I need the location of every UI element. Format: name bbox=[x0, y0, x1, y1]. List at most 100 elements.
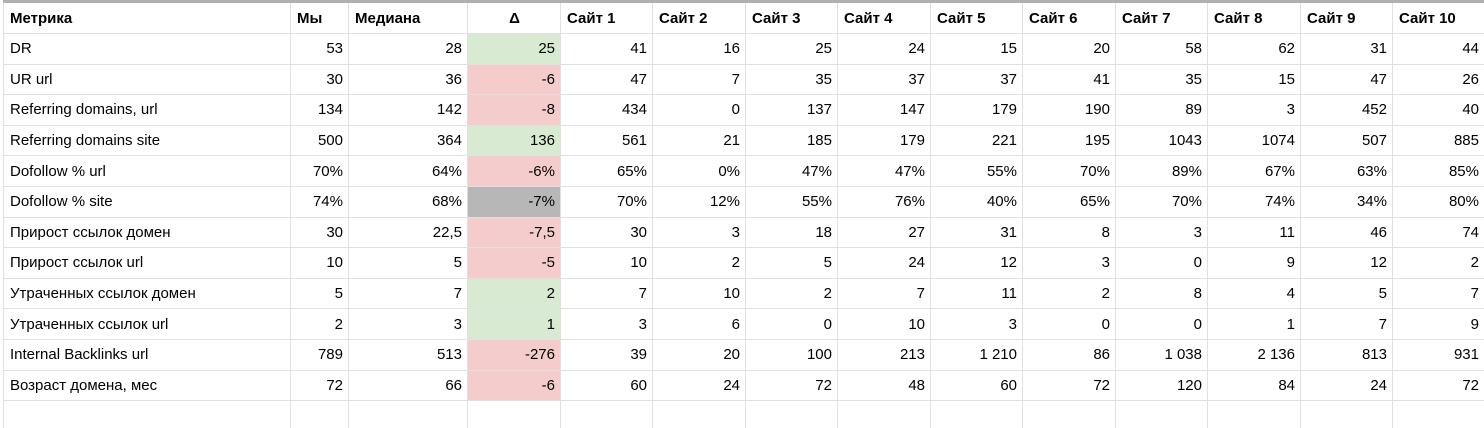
site8-value-cell[interactable]: 3 bbox=[1207, 94, 1301, 126]
site1-value-cell[interactable]: 7 bbox=[560, 277, 653, 310]
site10-value-cell[interactable]: 7 bbox=[1392, 277, 1484, 310]
site9-value-cell[interactable]: 46 bbox=[1300, 216, 1393, 249]
site6-value-cell[interactable]: 2 bbox=[1022, 277, 1116, 310]
site8-value-cell[interactable]: 1074 bbox=[1207, 124, 1301, 157]
site1-value-cell[interactable]: 3 bbox=[560, 308, 653, 340]
site1-value-cell[interactable]: 65% bbox=[560, 155, 653, 187]
site2-value-cell[interactable]: 0% bbox=[652, 155, 746, 187]
site3-value-cell[interactable]: 47% bbox=[745, 155, 838, 187]
site7-value-cell[interactable]: 35 bbox=[1115, 63, 1208, 96]
site5-value-cell[interactable]: 40% bbox=[930, 185, 1023, 218]
site8-value-cell[interactable]: 74% bbox=[1207, 185, 1301, 218]
site1-value-cell[interactable]: 561 bbox=[560, 124, 653, 157]
site2-value-cell[interactable]: 10 bbox=[652, 277, 746, 310]
site10-value-cell[interactable]: 40 bbox=[1392, 94, 1484, 126]
site3-value-cell[interactable]: 35 bbox=[745, 63, 838, 96]
site5-value-cell[interactable]: 15 bbox=[930, 33, 1023, 65]
site6-value-cell[interactable]: 86 bbox=[1022, 338, 1116, 371]
header-cell-median[interactable]: Медиана bbox=[348, 0, 468, 34]
site3-value-cell[interactable]: 100 bbox=[745, 338, 838, 371]
median-value-cell[interactable]: 3 bbox=[348, 308, 468, 340]
site6-value-cell[interactable]: 41 bbox=[1022, 63, 1116, 96]
site7-value-cell[interactable]: 1043 bbox=[1115, 124, 1208, 157]
we-value-cell[interactable]: 53 bbox=[290, 33, 349, 65]
delta-value-cell[interactable]: -7% bbox=[467, 185, 561, 218]
delta-value-cell[interactable]: -6 bbox=[467, 369, 561, 402]
site4-value-cell[interactable]: 47% bbox=[837, 155, 931, 187]
empty-cell[interactable] bbox=[1300, 400, 1393, 428]
site1-value-cell[interactable]: 434 bbox=[560, 94, 653, 126]
site3-value-cell[interactable]: 72 bbox=[745, 369, 838, 402]
site3-value-cell[interactable]: 25 bbox=[745, 33, 838, 65]
median-value-cell[interactable]: 7 bbox=[348, 277, 468, 310]
site9-value-cell[interactable]: 5 bbox=[1300, 277, 1393, 310]
we-value-cell[interactable]: 2 bbox=[290, 308, 349, 340]
site1-value-cell[interactable]: 39 bbox=[560, 338, 653, 371]
site3-value-cell[interactable]: 55% bbox=[745, 185, 838, 218]
site4-value-cell[interactable]: 24 bbox=[837, 33, 931, 65]
metric-name-cell[interactable]: Dofollow % site bbox=[3, 185, 291, 218]
site7-value-cell[interactable]: 89% bbox=[1115, 155, 1208, 187]
site4-value-cell[interactable]: 179 bbox=[837, 124, 931, 157]
we-value-cell[interactable]: 74% bbox=[290, 185, 349, 218]
delta-value-cell[interactable]: 25 bbox=[467, 33, 561, 65]
site4-value-cell[interactable]: 37 bbox=[837, 63, 931, 96]
site3-value-cell[interactable]: 2 bbox=[745, 277, 838, 310]
site5-value-cell[interactable]: 31 bbox=[930, 216, 1023, 249]
site4-value-cell[interactable]: 10 bbox=[837, 308, 931, 340]
site4-value-cell[interactable]: 27 bbox=[837, 216, 931, 249]
site3-value-cell[interactable]: 137 bbox=[745, 94, 838, 126]
site9-value-cell[interactable]: 7 bbox=[1300, 308, 1393, 340]
header-cell-site8[interactable]: Сайт 8 bbox=[1207, 0, 1301, 34]
site2-value-cell[interactable]: 2 bbox=[652, 247, 746, 279]
median-value-cell[interactable]: 64% bbox=[348, 155, 468, 187]
site6-value-cell[interactable]: 195 bbox=[1022, 124, 1116, 157]
site9-value-cell[interactable]: 12 bbox=[1300, 247, 1393, 279]
header-cell-label[interactable]: Метрика bbox=[3, 0, 291, 34]
site8-value-cell[interactable]: 1 bbox=[1207, 308, 1301, 340]
delta-value-cell[interactable]: -276 bbox=[467, 338, 561, 371]
metric-name-cell[interactable]: Возраст домена, мес bbox=[3, 369, 291, 402]
site8-value-cell[interactable]: 15 bbox=[1207, 63, 1301, 96]
site6-value-cell[interactable]: 190 bbox=[1022, 94, 1116, 126]
site7-value-cell[interactable]: 89 bbox=[1115, 94, 1208, 126]
site5-value-cell[interactable]: 11 bbox=[930, 277, 1023, 310]
we-value-cell[interactable]: 134 bbox=[290, 94, 349, 126]
site8-value-cell[interactable]: 11 bbox=[1207, 216, 1301, 249]
site6-value-cell[interactable]: 70% bbox=[1022, 155, 1116, 187]
we-value-cell[interactable]: 5 bbox=[290, 277, 349, 310]
site2-value-cell[interactable]: 20 bbox=[652, 338, 746, 371]
site2-value-cell[interactable]: 16 bbox=[652, 33, 746, 65]
median-value-cell[interactable]: 364 bbox=[348, 124, 468, 157]
delta-value-cell[interactable]: 2 bbox=[467, 277, 561, 310]
we-value-cell[interactable]: 70% bbox=[290, 155, 349, 187]
site9-value-cell[interactable]: 24 bbox=[1300, 369, 1393, 402]
site5-value-cell[interactable]: 12 bbox=[930, 247, 1023, 279]
delta-value-cell[interactable]: 1 bbox=[467, 308, 561, 340]
site3-value-cell[interactable]: 185 bbox=[745, 124, 838, 157]
we-value-cell[interactable]: 30 bbox=[290, 216, 349, 249]
site6-value-cell[interactable]: 20 bbox=[1022, 33, 1116, 65]
site10-value-cell[interactable]: 931 bbox=[1392, 338, 1484, 371]
site2-value-cell[interactable]: 21 bbox=[652, 124, 746, 157]
site7-value-cell[interactable]: 70% bbox=[1115, 185, 1208, 218]
site2-value-cell[interactable]: 7 bbox=[652, 63, 746, 96]
header-cell-site2[interactable]: Сайт 2 bbox=[652, 0, 746, 34]
site4-value-cell[interactable]: 76% bbox=[837, 185, 931, 218]
site5-value-cell[interactable]: 37 bbox=[930, 63, 1023, 96]
site6-value-cell[interactable]: 8 bbox=[1022, 216, 1116, 249]
site3-value-cell[interactable]: 0 bbox=[745, 308, 838, 340]
empty-cell[interactable] bbox=[560, 400, 653, 428]
empty-cell[interactable] bbox=[348, 400, 468, 428]
median-value-cell[interactable]: 66 bbox=[348, 369, 468, 402]
delta-value-cell[interactable]: 136 bbox=[467, 124, 561, 157]
we-value-cell[interactable]: 30 bbox=[290, 63, 349, 96]
empty-cell[interactable] bbox=[1207, 400, 1301, 428]
site7-value-cell[interactable]: 120 bbox=[1115, 369, 1208, 402]
header-cell-site6[interactable]: Сайт 6 bbox=[1022, 0, 1116, 34]
site10-value-cell[interactable]: 44 bbox=[1392, 33, 1484, 65]
empty-cell[interactable] bbox=[745, 400, 838, 428]
site7-value-cell[interactable]: 3 bbox=[1115, 216, 1208, 249]
empty-cell[interactable] bbox=[3, 400, 291, 428]
delta-value-cell[interactable]: -5 bbox=[467, 247, 561, 279]
